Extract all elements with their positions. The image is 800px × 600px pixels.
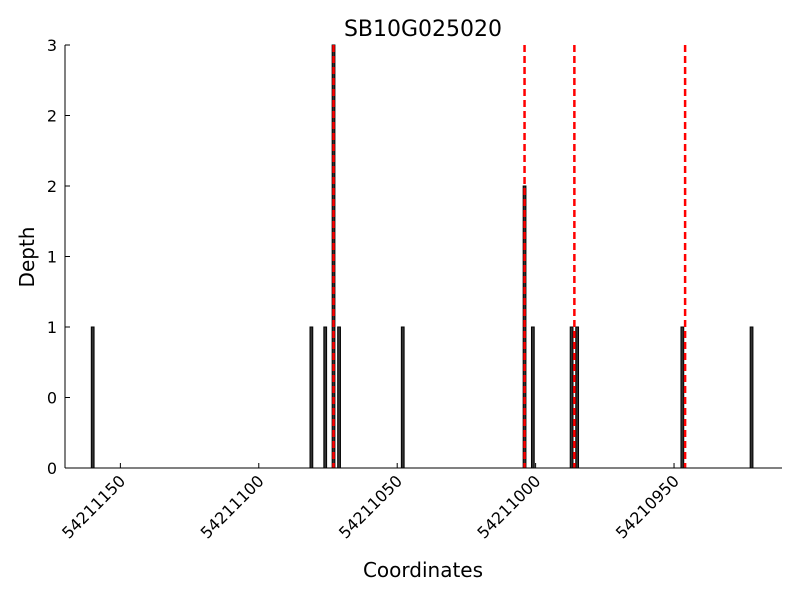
chart-title: SB10G025020: [344, 17, 502, 42]
bar: [309, 326, 314, 469]
bar: [90, 326, 95, 469]
y-tick-label: 2: [47, 177, 57, 196]
bar: [323, 326, 328, 469]
bar: [569, 326, 574, 469]
x-axis-label: Coordinates: [363, 558, 483, 582]
y-tick-label: 0: [47, 389, 57, 408]
bar: [337, 326, 341, 469]
y-tick-label: 1: [47, 318, 57, 337]
y-axis-label: Depth: [15, 227, 39, 288]
x-tick-label: 54211150: [58, 471, 129, 542]
bar: [400, 326, 405, 469]
bar: [575, 326, 580, 469]
x-tick-label: 54211000: [473, 471, 544, 542]
y-tick-label: 2: [47, 107, 57, 126]
bar: [530, 326, 535, 469]
y-tick-label: 0: [47, 459, 57, 478]
x-tick-label: 54210950: [612, 471, 683, 542]
bar: [680, 326, 685, 469]
x-tick-label: 54211100: [197, 471, 268, 542]
y-tick-label: 3: [47, 36, 57, 55]
y-tick-label: 1: [47, 248, 57, 267]
x-tick-label: 54211050: [335, 471, 406, 542]
bar: [749, 326, 754, 469]
